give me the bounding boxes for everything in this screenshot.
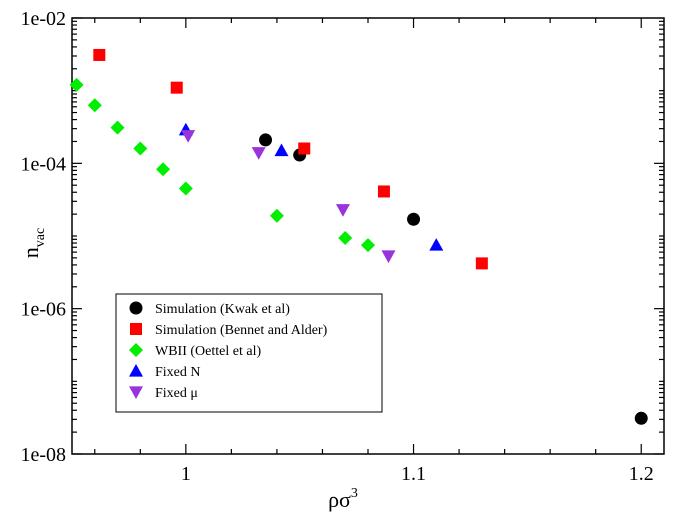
- x-tick-label: 1: [181, 463, 191, 485]
- legend-label: Fixed μ: [155, 386, 198, 401]
- y-tick-label: 1e-08: [20, 444, 66, 466]
- y-tick-label: 1e-02: [20, 8, 66, 30]
- x-axis-title: ρσ3: [328, 486, 358, 512]
- legend-marker-diamond: [129, 343, 143, 357]
- data-point-diamond: [269, 208, 284, 223]
- legend-items: Simulation (Kwak et al) Simulation (Benne…: [129, 301, 328, 401]
- axis-ticks: [72, 17, 664, 455]
- data-point-square: [170, 81, 183, 94]
- y-tick-label: 1e-06: [20, 299, 66, 321]
- data-point-circle: [259, 133, 273, 147]
- data-point-diamond: [110, 120, 125, 135]
- y-tick-labels: 1e-08 1e-06 1e-04 1e-02: [20, 8, 66, 466]
- legend-label: Simulation (Kwak et al): [155, 302, 290, 317]
- y-axis-title-main: n: [18, 247, 43, 258]
- x-axis-title-main: ρσ: [328, 487, 351, 512]
- data-point-square: [377, 185, 390, 198]
- data-point-diamond: [87, 98, 102, 113]
- x-axis-title-superscript: 3: [351, 486, 358, 501]
- data-point-diamond: [156, 162, 171, 177]
- data-point-triangle-down: [381, 250, 396, 264]
- data-point-diamond: [133, 141, 148, 156]
- data-point-triangle-down: [335, 204, 350, 217]
- data-point-diamond: [338, 230, 353, 245]
- legend-label: WBII (Oettel et al): [155, 344, 261, 359]
- legend-label: Simulation (Bennet and Alder): [155, 323, 328, 338]
- data-point-square: [93, 48, 106, 61]
- data-point-circle: [634, 411, 648, 425]
- legend-box: [115, 293, 383, 413]
- legend-marker-triangle-up: [129, 364, 143, 377]
- data-point-diamond: [69, 77, 84, 92]
- legend: Simulation (Kwak et al) Simulation (Benne…: [115, 293, 383, 413]
- legend-marker-square: [130, 323, 142, 335]
- y-axis-title-subscript: vac: [33, 228, 48, 247]
- x-tick-label: 1.1: [401, 463, 426, 485]
- data-point-triangle-up: [429, 238, 444, 251]
- y-axis-title: nvac: [18, 228, 48, 258]
- legend-label: Fixed N: [155, 365, 201, 380]
- y-tick-label: 1e-04: [20, 153, 66, 175]
- legend-marker-triangle-down: [129, 386, 143, 399]
- legend-marker-circle: [129, 301, 143, 315]
- x-tick-labels: 1 1.1 1.2: [181, 463, 654, 485]
- data-point-diamond: [178, 181, 193, 196]
- data-point-triangle-down: [181, 130, 196, 143]
- data-point-square: [475, 257, 488, 270]
- data-point-diamond: [361, 238, 375, 253]
- data-point-triangle-down: [251, 147, 266, 160]
- data-markers: [69, 48, 648, 425]
- data-point-square: [298, 142, 311, 155]
- data-point-circle: [407, 212, 421, 226]
- x-tick-label: 1.2: [629, 463, 654, 485]
- data-point-triangle-up: [274, 143, 289, 157]
